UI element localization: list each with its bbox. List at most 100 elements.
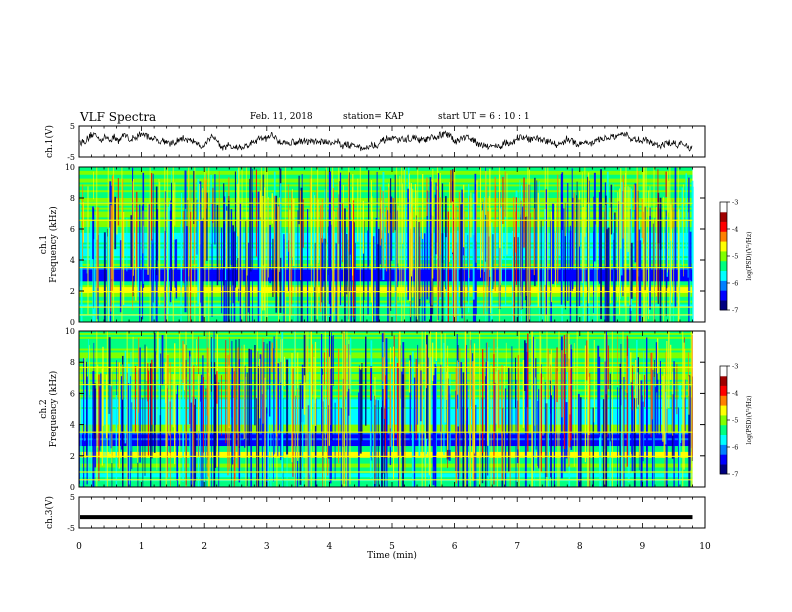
ch1-dark-stripe bbox=[593, 231, 594, 295]
ch1-dark-stripe bbox=[536, 180, 538, 278]
ch1-band bbox=[79, 316, 693, 319]
ch2-dark-stripe bbox=[380, 396, 382, 487]
ch1-band bbox=[79, 217, 693, 220]
ch2-bright-stripe bbox=[79, 370, 81, 425]
ch2-sferic bbox=[611, 331, 613, 487]
ch2-dark-stripe bbox=[202, 355, 204, 487]
ch1-dark-stripe bbox=[517, 237, 519, 322]
ch2-bright-stripe bbox=[490, 365, 492, 487]
ch1-dark-stripe bbox=[593, 236, 595, 322]
ch1-band bbox=[79, 275, 693, 278]
ch2-bright-stripe bbox=[166, 354, 168, 478]
ch1-band bbox=[79, 312, 693, 315]
ch1-dark-stripe bbox=[688, 177, 690, 322]
ch1-dark-stripe bbox=[691, 180, 694, 264]
ch2-sferic bbox=[305, 331, 307, 487]
ch2-bright-stripe bbox=[584, 345, 586, 463]
ch1-bright-stripe bbox=[475, 190, 477, 263]
ch1-bright-stripe bbox=[309, 175, 311, 213]
ch1-dark-stripe bbox=[283, 238, 285, 322]
ch1-bright-stripe bbox=[332, 188, 334, 312]
ch1-bright-stripe bbox=[551, 211, 552, 303]
ch1-dark-stripe bbox=[294, 218, 296, 322]
ch1-bright-stripe bbox=[537, 192, 539, 307]
ch2-dark-stripe bbox=[246, 372, 248, 486]
ch1-colorbar-tick-label: -5 bbox=[732, 253, 738, 261]
ch1-sferic bbox=[417, 167, 419, 322]
ch1-band bbox=[79, 302, 693, 305]
ch2-bright-stripe bbox=[147, 363, 149, 402]
ch1-bright-stripe bbox=[487, 211, 489, 286]
ch2-bright-stripe bbox=[683, 342, 685, 470]
ch2-dark-stripe bbox=[250, 349, 252, 487]
ch1-colorbar-label: log(PSD)(V²/Hz) bbox=[746, 232, 753, 281]
ch2-bright-stripe bbox=[444, 333, 446, 423]
ch1-dark-stripe bbox=[298, 175, 300, 225]
ch1-bright-stripe bbox=[371, 196, 373, 223]
ch1-bright-stripe bbox=[480, 167, 481, 278]
ch2-sferic bbox=[546, 331, 548, 487]
ch2-dark-stripe bbox=[684, 379, 686, 431]
ch1-dark-stripe bbox=[174, 239, 177, 288]
ch2-bright-stripe bbox=[418, 364, 420, 433]
ch2-bright-stripe bbox=[396, 363, 399, 447]
ch1-dark-stripe bbox=[80, 232, 83, 322]
ch1-dark-stripe bbox=[339, 172, 342, 306]
ch1-dark-stripe bbox=[429, 177, 432, 304]
ch1-dark-stripe bbox=[522, 206, 524, 309]
ch2-bright-stripe bbox=[556, 347, 558, 403]
ch2-dark-stripe bbox=[261, 394, 263, 487]
ch1-band bbox=[79, 196, 693, 199]
ch1-bright-stripe bbox=[228, 177, 230, 201]
ch1-bright-stripe bbox=[183, 211, 185, 284]
ch2-bright-stripe bbox=[271, 342, 273, 373]
ch2-dark-stripe bbox=[204, 400, 206, 487]
ch1-bright-stripe bbox=[470, 192, 472, 238]
ch2-bright-stripe bbox=[146, 346, 148, 382]
ch2-dark-stripe bbox=[195, 398, 197, 482]
ch1-dark-stripe bbox=[373, 236, 375, 322]
ch1-dark-stripe bbox=[313, 192, 315, 297]
ch1-dark-stripe bbox=[390, 178, 392, 311]
ch2-dark-stripe bbox=[302, 408, 304, 487]
ch1-dark-stripe bbox=[344, 208, 346, 322]
ch1-band bbox=[79, 289, 693, 292]
ch1-sferic bbox=[284, 167, 287, 322]
ch2-bright-stripe bbox=[283, 356, 286, 386]
ch1-colorbar-step bbox=[720, 221, 727, 232]
ch2-bright-stripe bbox=[203, 377, 204, 453]
ch2-bright-stripe bbox=[431, 342, 434, 382]
ch1-band bbox=[79, 258, 693, 261]
ch2-sferic bbox=[479, 331, 481, 487]
ch1-dark-stripe bbox=[210, 174, 212, 244]
ch1-bright-stripe bbox=[372, 211, 373, 322]
ch2-bright-stripe bbox=[157, 331, 159, 369]
ch2-dark-stripe bbox=[116, 360, 117, 428]
ch1-dark-stripe bbox=[227, 196, 230, 322]
ch1-bright-stripe bbox=[502, 176, 504, 224]
ch2-bright-stripe bbox=[650, 352, 652, 438]
ch1-dark-stripe bbox=[324, 189, 326, 262]
ch2-dark-stripe bbox=[678, 407, 680, 487]
ch2-dark-stripe bbox=[633, 398, 636, 487]
ch2-dark-stripe bbox=[620, 389, 623, 487]
ch1-dark-stripe bbox=[328, 171, 331, 305]
ch2-bright-stripe bbox=[118, 362, 120, 469]
ch2-dark-stripe bbox=[636, 340, 638, 399]
x-tick-label: 7 bbox=[514, 542, 520, 552]
ch1-dark-stripe bbox=[689, 231, 692, 280]
ch2-sferic bbox=[518, 331, 520, 487]
ch1-bright-stripe bbox=[577, 202, 579, 292]
ch1-dark-stripe bbox=[151, 239, 154, 322]
ch1-bright-stripe bbox=[158, 179, 160, 286]
ch1-bright-stripe bbox=[386, 206, 388, 272]
ch1-band bbox=[79, 296, 693, 300]
ch2-band bbox=[79, 334, 693, 338]
ch2-dark-stripe bbox=[511, 346, 513, 443]
ch2-dark-stripe bbox=[609, 373, 611, 442]
ch2-bright-stripe bbox=[345, 345, 346, 397]
ch1-bright-stripe bbox=[111, 175, 113, 291]
ch1-dark-stripe bbox=[613, 184, 615, 240]
ch1-band bbox=[79, 277, 693, 280]
ch1-colorbar-step bbox=[720, 280, 727, 291]
